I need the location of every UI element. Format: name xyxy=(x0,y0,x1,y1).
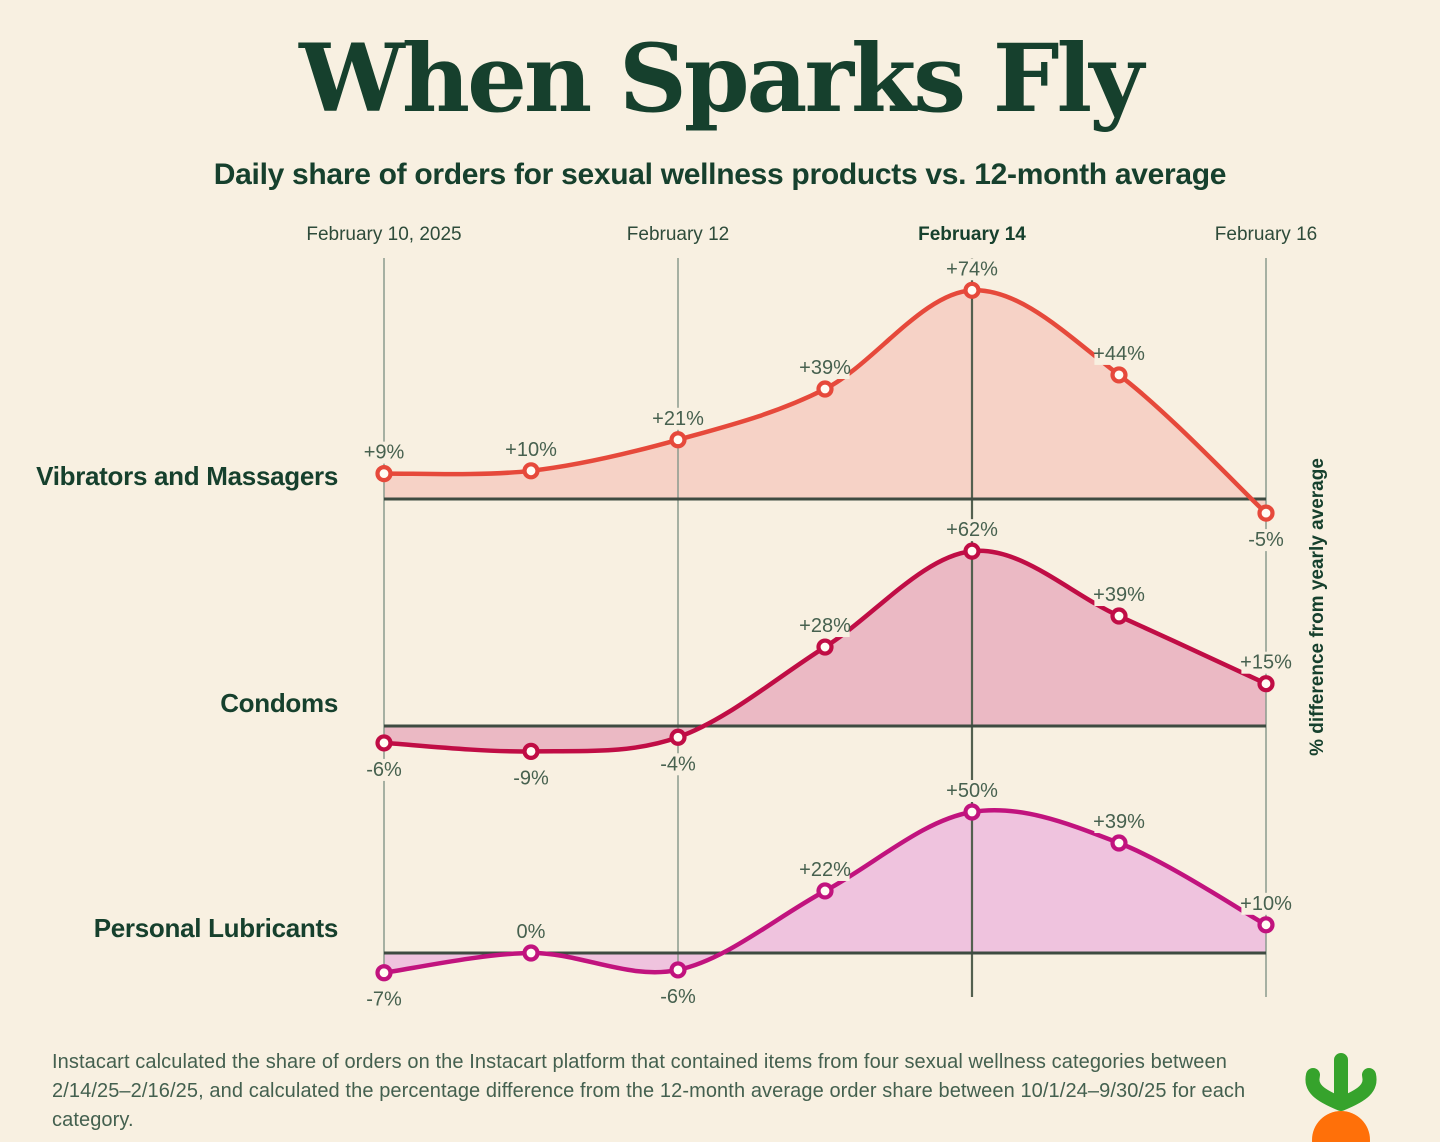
value-label-0-6: -5% xyxy=(1248,529,1284,551)
x-axis-label-feb14: February 14 xyxy=(918,224,1026,245)
data-point-0-5 xyxy=(1110,366,1128,384)
data-point-2-1 xyxy=(522,944,540,962)
data-point-0-2 xyxy=(669,431,687,449)
data-point-2-3 xyxy=(816,882,834,900)
data-point-1-5 xyxy=(1110,607,1128,625)
value-label-1-1: -9% xyxy=(513,767,549,789)
value-label-2-2: -6% xyxy=(660,986,696,1008)
value-label-bg-0-1 xyxy=(506,438,556,461)
value-label-1-6: +15% xyxy=(1240,652,1292,674)
value-label-bg-2-3 xyxy=(800,858,850,881)
data-point-1-3 xyxy=(816,638,834,656)
value-label-2-1: 0% xyxy=(517,921,546,943)
value-label-1-2: -4% xyxy=(660,753,696,775)
value-label-1-5: +39% xyxy=(1093,584,1145,606)
footnote: Instacart calculated the share of orders… xyxy=(52,1051,1246,1131)
instacart-carrot-logo xyxy=(1305,1053,1377,1142)
value-label-bg-2-1 xyxy=(517,921,545,943)
value-label-2-0: -7% xyxy=(366,989,402,1011)
value-label-2-3: +22% xyxy=(799,859,851,881)
carrot-leaf-arrow-icon xyxy=(1305,1053,1377,1111)
data-point-1-2 xyxy=(669,728,687,746)
value-label-bg-1-6 xyxy=(1241,651,1291,674)
value-label-0-2: +21% xyxy=(652,408,704,430)
y-axis-label: % difference from yearly average xyxy=(1307,458,1328,756)
value-label-bg-0-4 xyxy=(947,258,997,281)
value-label-0-3: +39% xyxy=(799,357,851,379)
value-label-bg-1-4 xyxy=(947,519,997,542)
value-label-0-0: +9% xyxy=(364,442,405,464)
data-point-2-0 xyxy=(375,964,393,982)
value-label-bg-2-2 xyxy=(658,985,698,1008)
series-label-vibrators-massagers: Vibrators and Massagers xyxy=(36,461,338,491)
value-label-bg-1-2 xyxy=(658,753,698,776)
value-label-bg-0-0 xyxy=(364,441,404,464)
value-label-bg-2-6 xyxy=(1241,892,1291,915)
data-point-0-3 xyxy=(816,380,834,398)
page-title: When Sparks Fly xyxy=(299,24,1144,134)
x-axis-label-feb16: February 16 xyxy=(1214,224,1318,245)
data-point-0-1 xyxy=(522,462,540,480)
data-point-2-6 xyxy=(1257,916,1275,934)
value-label-bg-2-4 xyxy=(947,780,997,802)
value-label-bg-0-2 xyxy=(653,407,703,430)
data-point-1-0 xyxy=(375,734,393,752)
value-label-bg-1-3 xyxy=(800,615,850,638)
data-point-1-1 xyxy=(522,742,540,760)
data-point-2-4 xyxy=(963,803,981,821)
series-label-personal-lubricants: Personal Lubricants xyxy=(93,913,339,943)
value-label-bg-0-6 xyxy=(1246,529,1286,552)
data-point-1-6 xyxy=(1257,675,1275,693)
value-label-0-4: +74% xyxy=(946,258,998,280)
value-label-1-4: +62% xyxy=(946,519,998,541)
data-point-1-4 xyxy=(963,542,981,560)
data-point-0-4 xyxy=(963,281,981,299)
data-point-2-5 xyxy=(1110,834,1128,852)
data-point-2-2 xyxy=(669,961,687,979)
value-label-bg-1-1 xyxy=(511,767,551,790)
series-label-condoms: Condoms xyxy=(220,688,338,718)
value-label-0-1: +10% xyxy=(505,439,557,461)
value-label-1-0: -6% xyxy=(366,759,402,781)
value-label-0-5: +44% xyxy=(1093,343,1145,365)
value-label-bg-0-5 xyxy=(1094,342,1144,365)
value-label-bg-0-3 xyxy=(800,357,850,380)
x-axis-label-feb12: February 12 xyxy=(626,224,730,245)
value-label-1-3: +28% xyxy=(799,615,851,637)
value-label-bg-1-0 xyxy=(364,758,404,781)
data-point-0-6 xyxy=(1257,504,1275,522)
value-label-2-6: +10% xyxy=(1240,893,1292,915)
value-label-2-5: +39% xyxy=(1093,811,1145,833)
value-label-2-4: +50% xyxy=(946,780,998,802)
data-point-0-0 xyxy=(375,465,393,483)
x-axis-label-feb10: February 10, 2025 xyxy=(306,224,462,245)
value-label-bg-2-5 xyxy=(1094,811,1144,834)
value-label-bg-1-5 xyxy=(1094,584,1144,607)
series-fill-0 xyxy=(384,290,1266,514)
page-subtitle: Daily share of orders for sexual wellnes… xyxy=(213,158,1227,191)
carrot-body-icon xyxy=(1312,1111,1370,1142)
value-label-bg-2-0 xyxy=(364,988,404,1011)
